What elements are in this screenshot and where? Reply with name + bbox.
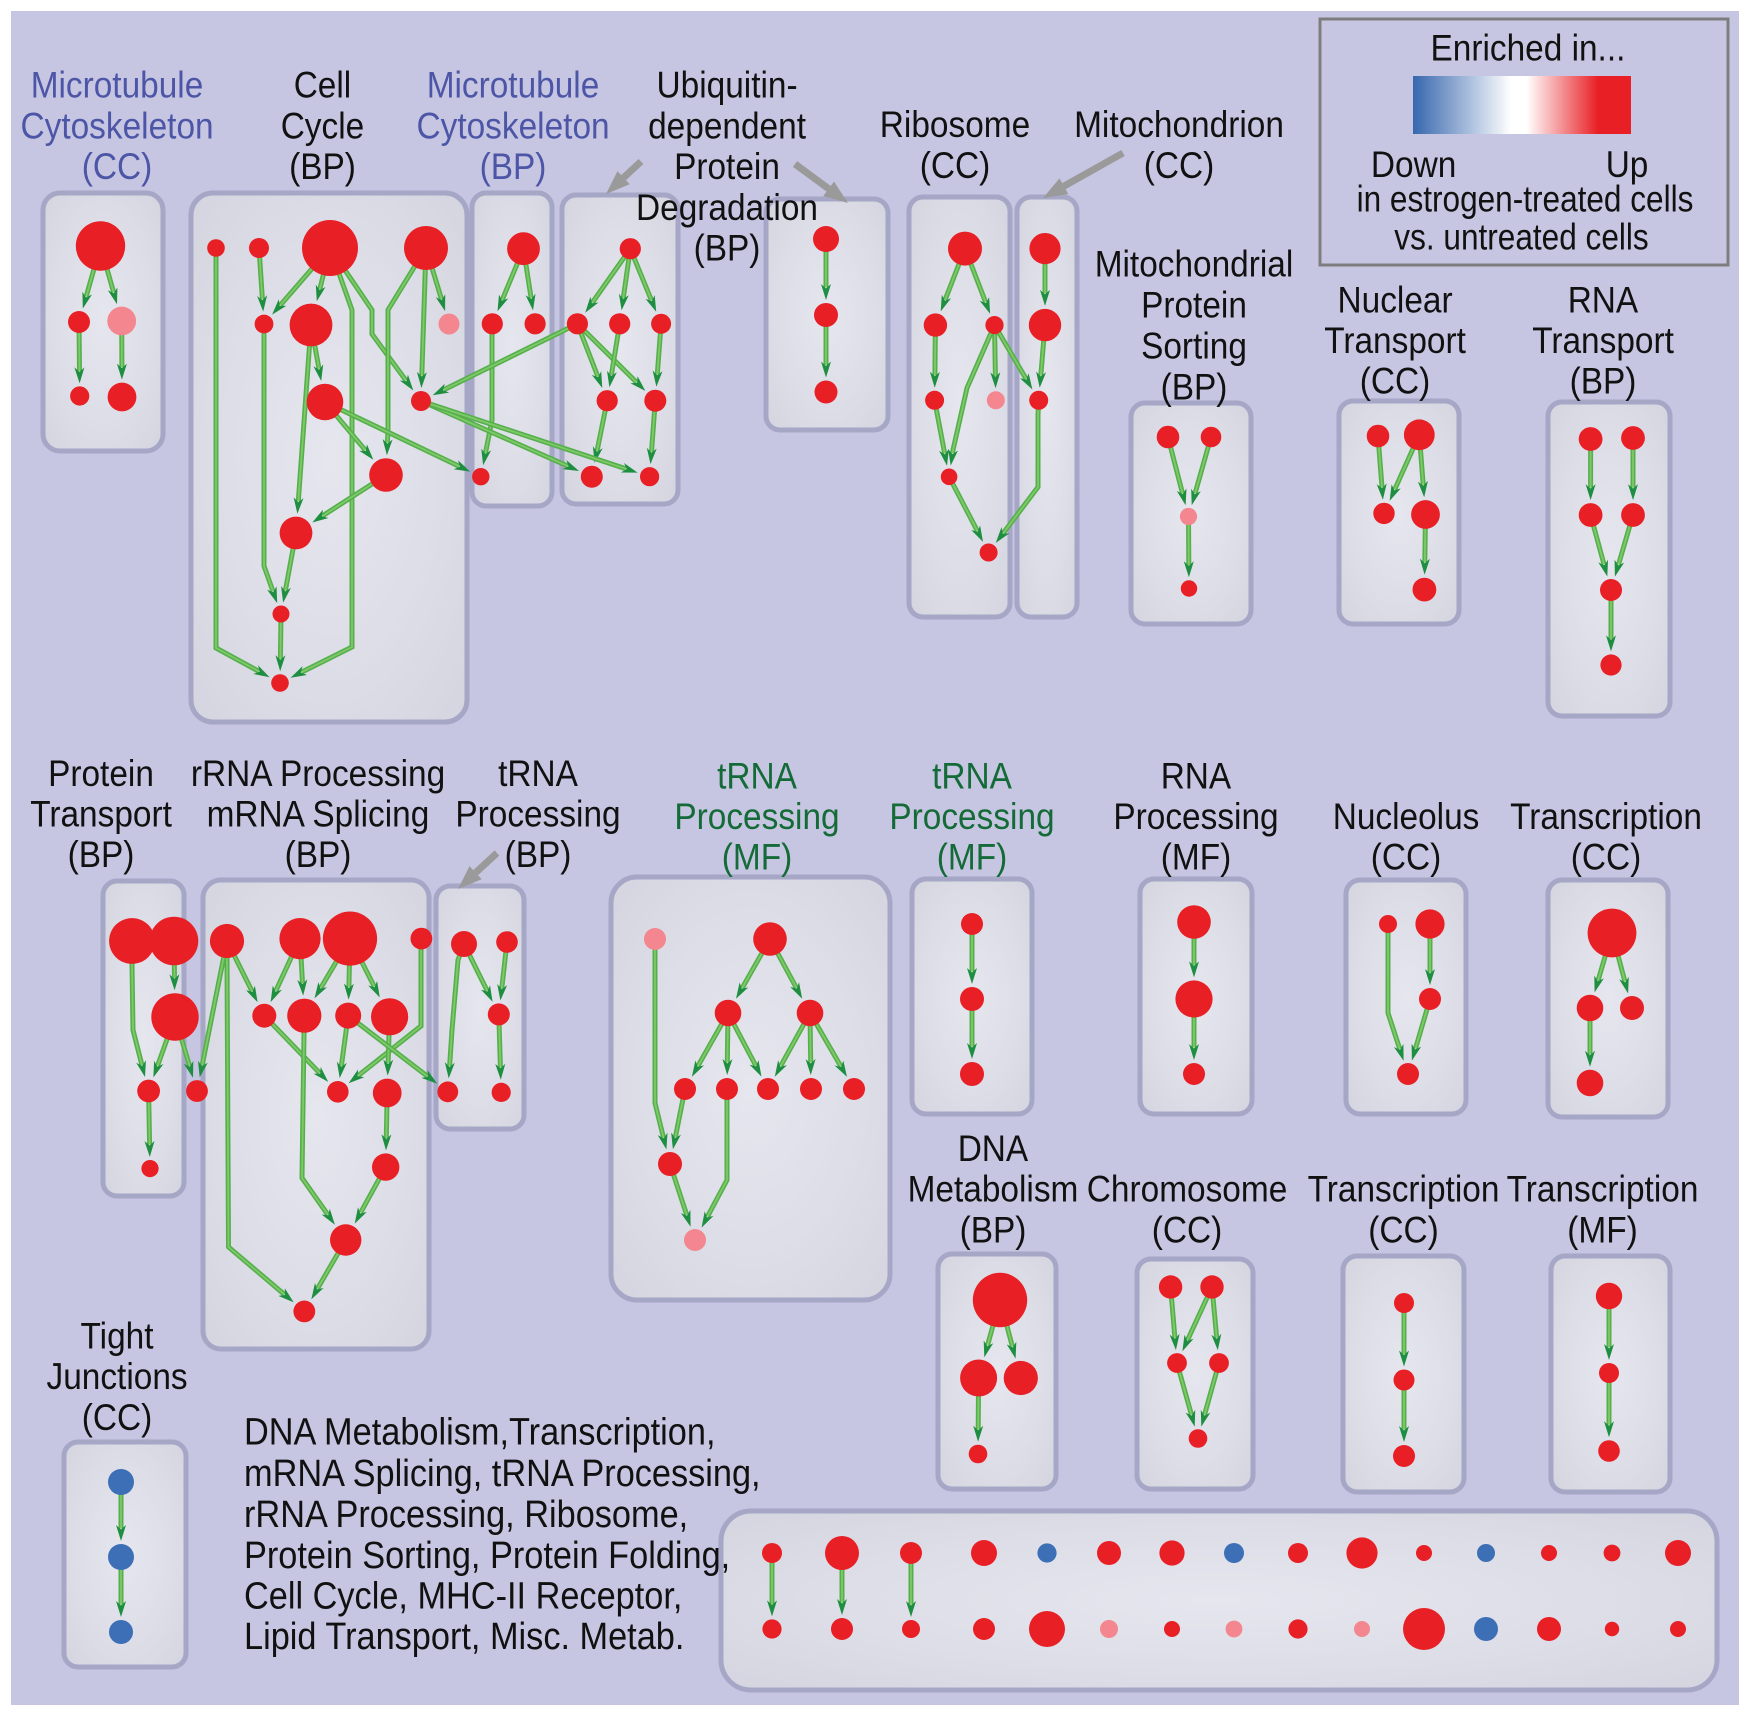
svg-text:Transport: Transport [1532,320,1674,361]
svg-text:Processing: Processing [455,794,620,835]
svg-text:RNA: RNA [1161,756,1232,797]
svg-text:(MF): (MF) [722,837,793,878]
svg-text:(BP): (BP) [289,146,356,187]
svg-text:tRNA: tRNA [717,756,797,797]
svg-text:Processing: Processing [1113,796,1278,837]
svg-text:Microtubule: Microtubule [427,65,600,106]
svg-text:tRNA: tRNA [932,756,1012,797]
svg-text:(CC): (CC) [1368,1210,1439,1251]
svg-text:Processing: Processing [674,796,839,837]
svg-text:RNA: RNA [1568,280,1639,321]
svg-text:Transcription: Transcription [1308,1169,1500,1210]
svg-text:Transport: Transport [1324,320,1466,361]
svg-text:(CC): (CC) [1152,1210,1223,1251]
svg-text:Cell: Cell [294,65,352,106]
svg-text:in estrogen-treated cells: in estrogen-treated cells [1357,179,1694,220]
svg-text:(BP): (BP) [960,1210,1027,1251]
svg-text:Protein: Protein [674,146,780,187]
svg-text:Mitochondrion: Mitochondrion [1074,104,1284,145]
svg-text:(BP): (BP) [68,834,135,875]
svg-text:Down: Down [1371,144,1456,185]
svg-text:(BP): (BP) [285,834,352,875]
svg-text:Cycle: Cycle [281,106,365,147]
svg-text:Ribosome: Ribosome [880,104,1030,145]
svg-text:(MF): (MF) [1161,837,1232,878]
svg-text:Transcription: Transcription [1510,796,1702,837]
svg-text:(CC): (CC) [1144,145,1215,186]
svg-text:Nucleolus: Nucleolus [1333,796,1480,837]
svg-text:(CC): (CC) [1371,837,1442,878]
svg-text:Protein: Protein [48,753,154,794]
svg-text:Degradation: Degradation [636,187,818,228]
svg-text:(CC): (CC) [1571,837,1642,878]
svg-text:DNA: DNA [958,1128,1029,1169]
svg-text:(BP): (BP) [1161,367,1228,408]
svg-text:vs. untreated cells: vs. untreated cells [1394,217,1648,258]
svg-text:Protein Sorting, Protein Foldi: Protein Sorting, Protein Folding, [244,1535,730,1577]
svg-text:Processing: Processing [889,796,1054,837]
svg-text:Transport: Transport [30,794,172,835]
svg-text:Transcription: Transcription [1507,1169,1699,1210]
svg-text:Cell Cycle, MHC-II Receptor,: Cell Cycle, MHC-II Receptor, [244,1575,682,1617]
svg-text:Metabolism: Metabolism [908,1169,1079,1210]
svg-text:Mitochondrial: Mitochondrial [1095,244,1294,285]
svg-text:(CC): (CC) [920,145,991,186]
svg-text:(BP): (BP) [1570,361,1637,402]
svg-text:(CC): (CC) [82,1397,153,1438]
svg-text:mRNA Splicing: mRNA Splicing [207,794,430,835]
svg-text:(BP): (BP) [480,146,547,187]
svg-text:Enriched in...: Enriched in... [1431,28,1626,69]
svg-text:Ubiquitin-: Ubiquitin- [657,65,798,106]
svg-text:Chromosome: Chromosome [1087,1169,1288,1210]
svg-text:Tight: Tight [81,1316,155,1357]
svg-text:rRNA Processing, Ribosome,: rRNA Processing, Ribosome, [244,1494,688,1536]
svg-text:Sorting: Sorting [1141,326,1247,367]
svg-text:Protein: Protein [1141,285,1247,326]
svg-text:(CC): (CC) [82,146,153,187]
svg-text:Cytoskeleton: Cytoskeleton [21,106,214,147]
svg-text:(MF): (MF) [937,837,1008,878]
svg-text:mRNA Splicing, tRNA Processing: mRNA Splicing, tRNA Processing, [244,1453,761,1495]
svg-text:rRNA Processing: rRNA Processing [191,753,445,794]
svg-text:(CC): (CC) [1360,361,1431,402]
svg-text:(BP): (BP) [505,834,572,875]
svg-text:Junctions: Junctions [47,1356,188,1397]
svg-text:Lipid Transport, Misc. Metab.: Lipid Transport, Misc. Metab. [244,1616,684,1658]
svg-text:tRNA: tRNA [498,753,578,794]
svg-text:(MF): (MF) [1567,1210,1638,1251]
svg-text:(BP): (BP) [694,228,761,269]
svg-text:Cytoskeleton: Cytoskeleton [417,106,610,147]
svg-text:Microtubule: Microtubule [31,65,204,106]
svg-text:Nuclear: Nuclear [1338,280,1453,321]
svg-text:DNA Metabolism,Transcription,: DNA Metabolism,Transcription, [244,1411,716,1453]
svg-text:Up: Up [1606,144,1649,185]
svg-text:dependent: dependent [648,106,807,147]
